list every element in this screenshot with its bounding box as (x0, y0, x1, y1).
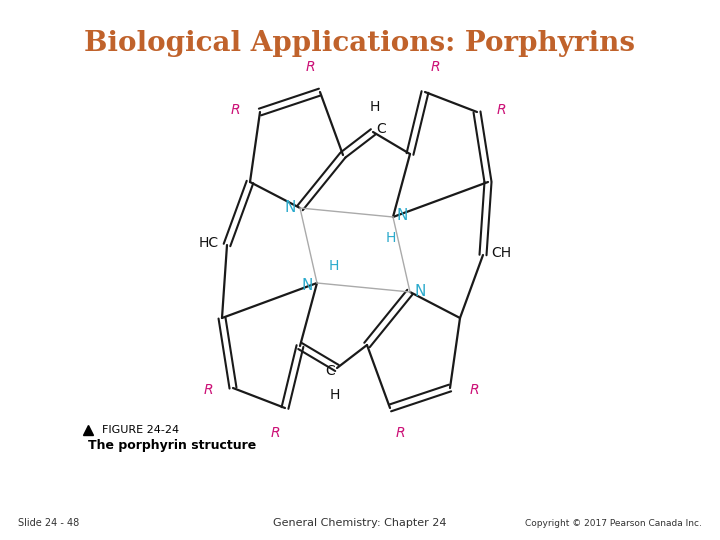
Text: H: H (386, 231, 396, 245)
Text: CH: CH (491, 246, 511, 260)
Text: Slide 24 - 48: Slide 24 - 48 (18, 518, 79, 528)
Text: N: N (397, 207, 408, 222)
Text: R: R (430, 60, 440, 74)
Text: R: R (270, 426, 280, 440)
Text: H: H (330, 388, 340, 402)
Text: R: R (395, 426, 405, 440)
Text: R: R (305, 60, 315, 74)
Text: R: R (497, 103, 507, 117)
Text: C: C (376, 122, 386, 136)
Text: H: H (329, 259, 339, 273)
Text: R: R (470, 383, 480, 397)
Text: R: R (203, 383, 213, 397)
Text: N: N (302, 278, 313, 293)
Text: R: R (230, 103, 240, 117)
Text: C: C (325, 364, 335, 378)
Text: The porphyrin structure: The porphyrin structure (88, 440, 256, 453)
Text: Biological Applications: Porphyrins: Biological Applications: Porphyrins (84, 30, 636, 57)
Text: FIGURE 24-24: FIGURE 24-24 (102, 425, 179, 435)
Text: General Chemistry: Chapter 24: General Chemistry: Chapter 24 (274, 518, 446, 528)
Text: N: N (284, 200, 296, 215)
Text: H: H (370, 100, 380, 114)
Text: Copyright © 2017 Pearson Canada Inc.: Copyright © 2017 Pearson Canada Inc. (525, 519, 702, 528)
Text: HC: HC (199, 236, 219, 250)
Text: N: N (414, 285, 426, 300)
